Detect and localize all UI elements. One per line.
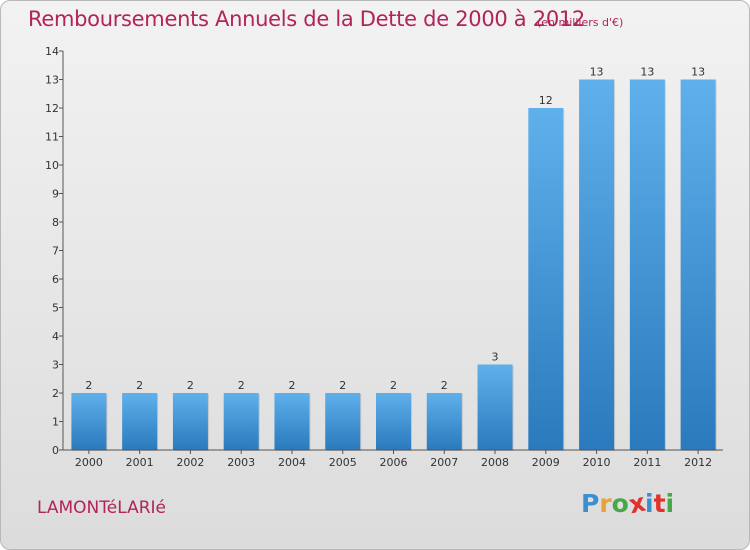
bar xyxy=(680,79,716,450)
x-tick-label: 2011 xyxy=(633,456,661,469)
x-tick-label: 2006 xyxy=(380,456,408,469)
y-tick-label: 1 xyxy=(52,416,59,429)
bar-value-label: 13 xyxy=(590,66,604,79)
y-tick-label: 4 xyxy=(52,330,59,343)
x-tick-label: 2010 xyxy=(583,456,611,469)
bar xyxy=(477,364,513,450)
logo-letter: r xyxy=(599,489,612,518)
logo-letter: P xyxy=(581,489,600,518)
bar-value-label: 2 xyxy=(187,379,194,392)
bar xyxy=(122,393,158,450)
bar-value-label: 2 xyxy=(85,379,92,392)
x-axis: 2000 2001 2002 2003 2004 2005 2006 2007 2008 2009… xyxy=(63,449,723,469)
bar-value-label: 2 xyxy=(136,379,143,392)
logo-letter: i xyxy=(665,489,675,518)
bar xyxy=(579,79,615,450)
bar xyxy=(172,393,208,450)
y-tick-label: 12 xyxy=(45,102,59,115)
chart-title: Remboursements Annuels de la Dette de 20… xyxy=(28,7,585,31)
x-tick-label: 2000 xyxy=(75,456,103,469)
x-tick-label: 2008 xyxy=(481,456,509,469)
bar-value-label: 2 xyxy=(390,379,397,392)
proxiti-logo: Proxiti xyxy=(581,488,675,520)
bar xyxy=(376,393,411,450)
bar-value-label: 2 xyxy=(441,379,448,392)
y-tick-label: 11 xyxy=(45,131,59,144)
bar xyxy=(528,108,564,450)
bar-value-label: 2 xyxy=(238,379,245,392)
y-tick-label: 14 xyxy=(45,45,59,58)
logo-letter: t xyxy=(653,489,666,518)
bar-value-label: 2 xyxy=(339,379,346,392)
y-tick-label: 2 xyxy=(52,387,59,400)
y-tick-label: 9 xyxy=(52,188,59,201)
y-tick-label: 13 xyxy=(45,74,59,87)
x-tick-label: 2007 xyxy=(430,456,458,469)
x-tick-label: 2009 xyxy=(532,456,560,469)
x-tick-label: 2001 xyxy=(126,456,154,469)
y-tick-label: 6 xyxy=(52,273,59,286)
y-tick-label: 10 xyxy=(45,159,59,172)
x-tick-label: 2003 xyxy=(227,456,255,469)
bar-value-label: 13 xyxy=(640,66,654,79)
bar-value-label: 12 xyxy=(539,94,553,107)
y-tick-label: 8 xyxy=(52,216,59,229)
y-tick-label: 3 xyxy=(52,359,59,372)
x-tick-label: 2005 xyxy=(329,456,357,469)
x-tick-label: 2002 xyxy=(176,456,204,469)
bar xyxy=(325,393,361,450)
x-tick-label: 2012 xyxy=(684,456,712,469)
bar xyxy=(274,393,310,450)
bars: 2 2 2 2 2 2 2 2 3 12 13 13 13 xyxy=(71,66,717,451)
bar-value-label: 3 xyxy=(492,351,499,364)
bar xyxy=(223,393,259,450)
bar-value-label: 2 xyxy=(288,379,295,392)
bar xyxy=(629,79,665,450)
y-tick-label: 7 xyxy=(52,245,59,258)
chart-subtitle: (en milliers d'€) xyxy=(537,16,624,29)
x-tick-label: 2004 xyxy=(278,456,306,469)
bar-value-label: 13 xyxy=(691,66,705,79)
logo-letter: o xyxy=(611,489,629,518)
bar xyxy=(426,393,462,450)
logo-letter: i xyxy=(645,489,654,518)
place-name: LAMONTéLARIé xyxy=(37,498,166,518)
bar xyxy=(71,393,107,450)
y-tick-label: 5 xyxy=(52,302,59,315)
y-tick-label: 0 xyxy=(52,444,59,457)
